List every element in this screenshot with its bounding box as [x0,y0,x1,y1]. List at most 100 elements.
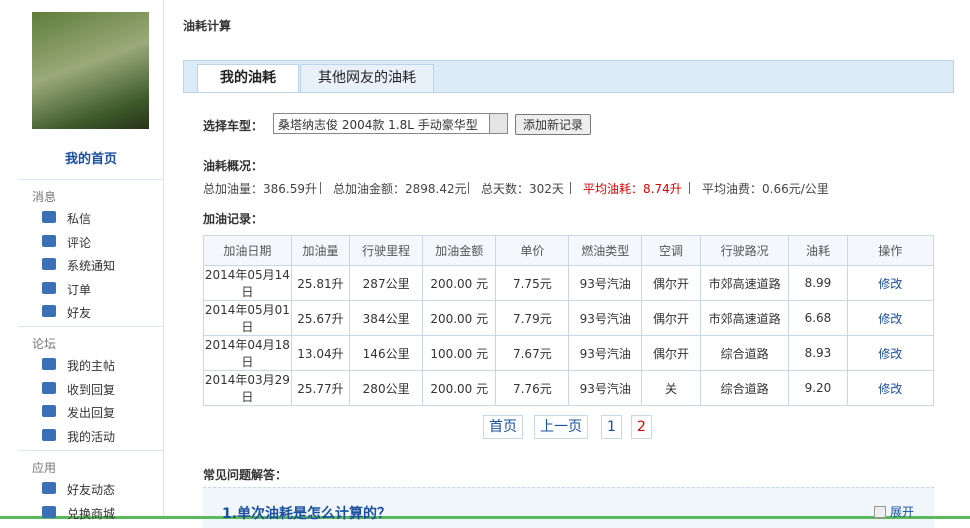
dropdown-arrow [489,114,507,133]
sidebar-link[interactable]: 收到回复 [67,382,116,397]
sidebar-icon [42,482,56,494]
table-row: 2014年04月18日 13.04升 146公里 100.00 元 7.67元 93号汽油… [203,335,935,371]
sidebar-icon [42,258,56,270]
table-header-cell: 加油金额 [422,235,497,266]
summary-item: 总天数：302天 [481,182,564,196]
sidebar-icon [42,305,56,317]
table-cell: 200.00 元 [422,300,497,336]
table-cell: 2014年03月29日 [203,370,292,406]
sidebar-link[interactable]: 私信 [67,212,92,226]
faq-question[interactable]: 1.单次油耗是怎么计算的？ [222,506,392,522]
bottom-bar [0,516,970,519]
table-cell: 287公里 [349,265,424,301]
faq-toggle-icon [874,506,886,518]
sidebar-link[interactable]: 兑换商城 [67,506,116,521]
table-cell: 384公里 [349,300,424,336]
table-cell: 200.00 元 [422,265,497,301]
page-button[interactable]: 首页 [483,415,523,439]
sidebar-link[interactable]: 好友 [67,306,92,320]
table-cell: 8.93 [788,335,848,371]
table-header-cell: 空调 [641,235,702,266]
sidebar-icon [42,358,56,370]
table-cell: 偶尔开 [641,265,702,301]
edit-link[interactable]: 修改 [846,335,935,371]
sidebar-icon [42,405,56,417]
sidebar-link[interactable]: 发出回复 [67,406,116,420]
sidebar-link[interactable]: 我的主帖 [67,359,116,373]
sidebar-divider [18,179,163,180]
table-cell: 93号汽油 [568,335,643,371]
summary-item: 总加油金额：2898.42元 [333,182,467,196]
sidebar-divider [163,0,164,519]
table-cell: 关 [641,370,702,406]
summary-item: 平均油费：0.66元/公里 [702,182,829,196]
table-row: 2014年05月01日 25.67升 384公里 200.00 元 7.79元 93号汽油… [203,300,935,336]
sidebar-divider [18,450,163,451]
table-cell: 7.75元 [495,265,570,301]
table-cell: 综合道路 [700,335,790,371]
table-cell: 93号汽油 [568,300,643,336]
records-title: 加油记录： [203,212,264,226]
table-cell: 6.68 [788,300,848,336]
table-header-cell: 油耗 [788,235,848,266]
tab[interactable]: 其他网友的油耗 [300,64,434,92]
table-cell: 9.20 [788,370,848,406]
summary-separator [570,182,571,194]
table-cell: 偶尔开 [641,300,702,336]
table-cell: 13.04升 [290,335,351,371]
sidebar-link[interactable]: 好友动态 [67,483,116,497]
edit-link[interactable]: 修改 [846,300,935,336]
table-header-row: 加油日期 加油量 行驶里程 加油金额 单价 燃油类型 空调 行驶路况 油耗 操作 [203,235,935,266]
table-cell: 280公里 [349,370,424,406]
table-cell: 7.76元 [495,370,570,406]
sidebar-icon [42,381,56,394]
sidebar-group-title: 应用 [32,461,57,475]
records-table: 加油日期 加油量 行驶里程 加油金额 单价 燃油类型 空调 行驶路况 油耗 操作 2014年05月1… [203,235,935,406]
table-header-cell: 操作 [846,235,935,266]
faq-title: 常见问题解答： [203,468,288,482]
car-select-value: 桑塔纳志俊 2004款 1.8L 手动豪华型 [278,118,478,132]
home-link[interactable]: 我的首页 [65,152,118,167]
car-select[interactable]: 桑塔纳志俊 2004款 1.8L 手动豪华型 [273,113,508,134]
page-button[interactable]: 2 [631,415,652,439]
table-cell: 7.79元 [495,300,570,336]
sidebar-link[interactable]: 我的活动 [67,429,116,444]
page-button[interactable]: 1 [601,415,622,439]
summary-separator [689,182,690,194]
page-title: 油耗计算 [183,19,232,33]
edit-link[interactable]: 修改 [846,370,935,406]
table-header-cell: 加油量 [290,235,351,266]
table-cell: 2014年05月01日 [203,300,292,336]
summary-title: 油耗概况： [203,159,264,173]
table-header-cell: 燃油类型 [568,235,643,266]
table-row: 2014年03月29日 25.77升 280公里 200.00 元 7.76元 93号汽油… [203,370,935,406]
edit-link[interactable]: 修改 [846,265,935,301]
summary-separator [468,182,469,194]
table-row: 2014年05月14日 25.81升 287公里 200.00 元 7.75元 93号汽油… [203,265,935,301]
table-cell: 146公里 [349,335,424,371]
table-cell: 2014年04月18日 [203,335,292,371]
sidebar-group-title: 论坛 [32,337,57,351]
table-cell: 93号汽油 [568,370,643,406]
add-record-button[interactable]: 添加新记录 [515,114,592,135]
sidebar-link[interactable]: 系统通知 [67,259,116,273]
table-cell: 93号汽油 [568,265,643,301]
table-cell: 200.00 元 [422,370,497,406]
table-cell: 偶尔开 [641,335,702,371]
table-header-cell: 行驶里程 [349,235,424,266]
sidebar-icon [42,505,56,518]
table-cell: 25.81升 [290,265,351,301]
table-header-cell: 行驶路况 [700,235,790,266]
table-cell: 市郊高速道路 [700,300,790,336]
faq-toggle[interactable]: 展开 [890,505,915,519]
sidebar-link[interactable]: 订单 [67,282,92,297]
page-button[interactable]: 上一页 [534,415,588,439]
avatar[interactable] [32,12,149,129]
sidebar-link[interactable]: 评论 [67,235,92,250]
tab[interactable]: 我的油耗 [197,64,299,92]
table-cell: 25.67升 [290,300,351,336]
sidebar-icon [42,428,56,441]
table-header-cell: 加油日期 [203,235,292,266]
summary-item: 总加油量：386.59升 [203,182,317,196]
